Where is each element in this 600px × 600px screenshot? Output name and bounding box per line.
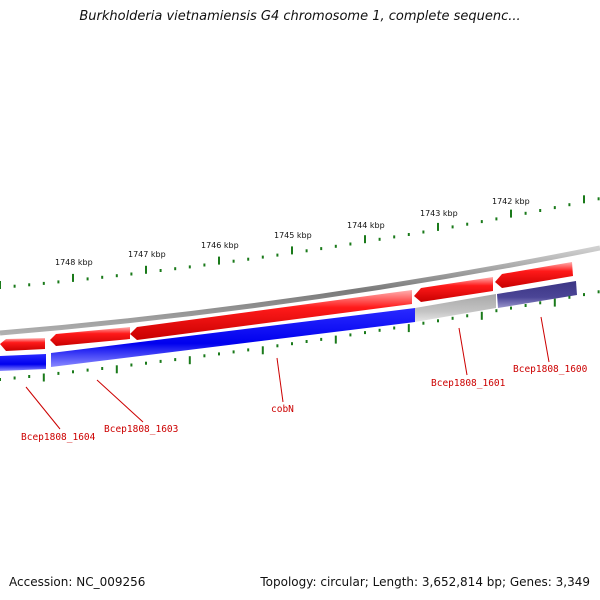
label-leader-line bbox=[540, 316, 550, 363]
topology-label: Topology: circular; Length: 3,652,814 bp… bbox=[260, 575, 590, 589]
gene-label: Bcep1808_1603 bbox=[104, 424, 178, 435]
gene-block-reverse bbox=[0, 354, 46, 371]
label-leader-line bbox=[96, 379, 144, 423]
gene-label: Bcep1808_1601 bbox=[431, 378, 506, 389]
gene-arrow-forward bbox=[414, 277, 493, 302]
label-leader-line bbox=[458, 327, 468, 376]
scale-label: 1745 kbp bbox=[274, 231, 312, 240]
accession-label: Accession: NC_009256 bbox=[9, 575, 146, 589]
chromosome-backbone bbox=[0, 245, 600, 336]
gene-label: Bcep1808_1600 bbox=[513, 364, 588, 375]
scale-label: 1744 kbp bbox=[347, 221, 385, 230]
gene-block-reverse-cobN bbox=[51, 308, 415, 367]
label-leader-line bbox=[276, 357, 284, 403]
label-leader-line bbox=[25, 386, 61, 430]
scale-label: 1742 kbp bbox=[492, 197, 530, 206]
map-title: Burkholderia vietnamiensis G4 chromosome… bbox=[79, 9, 521, 24]
scale-label: 1747 kbp bbox=[128, 250, 166, 259]
gene-arrow-forward bbox=[50, 327, 130, 346]
gene-label: cobN bbox=[271, 404, 294, 415]
gene-arrow-forward bbox=[0, 338, 45, 351]
gene-label: Bcep1808_1604 bbox=[21, 432, 96, 443]
inner-tick-ring bbox=[0, 290, 600, 382]
scale-label: 1746 kbp bbox=[201, 241, 239, 250]
gene-block-purple bbox=[497, 281, 577, 308]
gene-arrow-forward bbox=[495, 262, 573, 288]
gene-block-grey bbox=[415, 294, 496, 322]
outer-tick-ring bbox=[0, 195, 600, 289]
gene-arrow-forward bbox=[130, 290, 412, 340]
scale-label: 1743 kbp bbox=[420, 209, 458, 218]
scale-label: 1748 kbp bbox=[55, 258, 93, 267]
